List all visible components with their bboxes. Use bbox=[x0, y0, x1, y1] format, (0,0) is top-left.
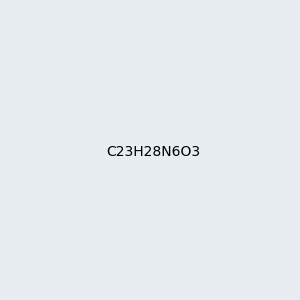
Text: C23H28N6O3: C23H28N6O3 bbox=[107, 145, 201, 158]
